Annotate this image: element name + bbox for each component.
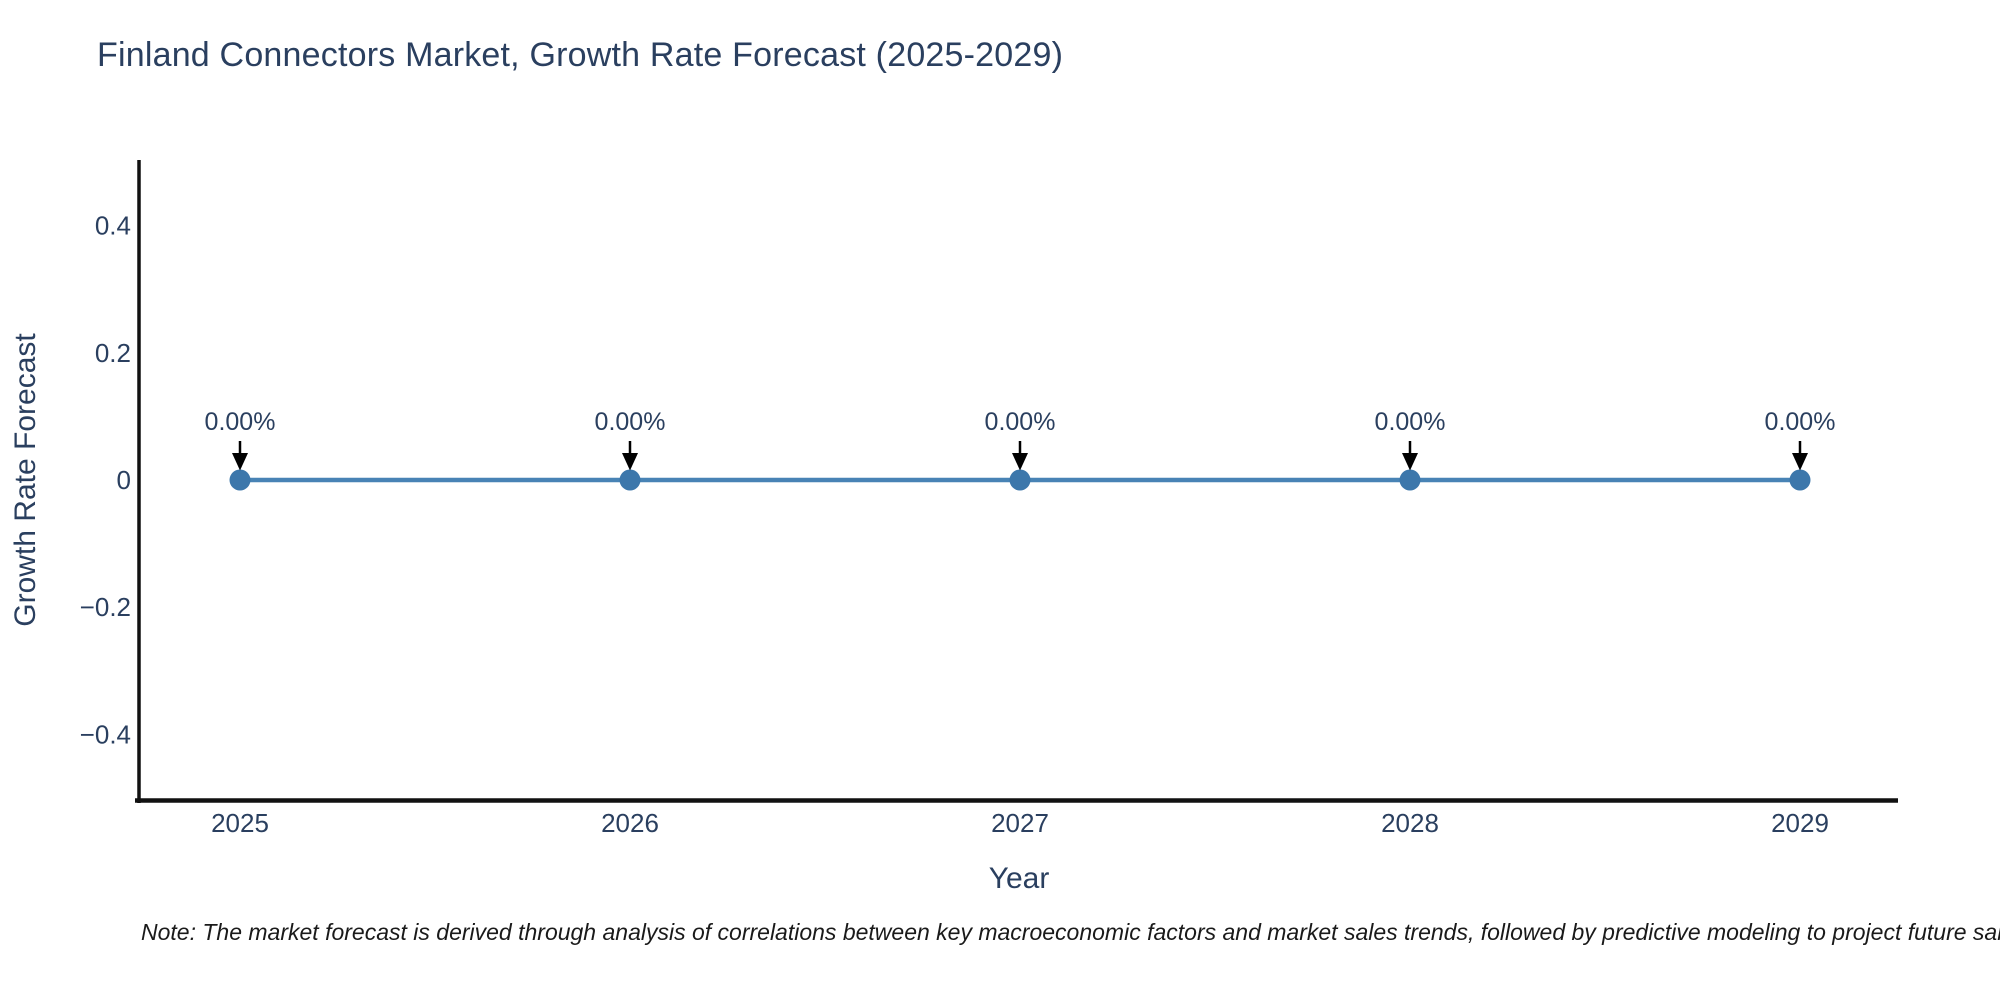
- annotation-arrowhead: [1402, 453, 1418, 471]
- x-tick-label: 2029: [1771, 808, 1829, 838]
- y-tick-label: 0: [117, 465, 131, 495]
- x-tick-label: 2027: [991, 808, 1049, 838]
- data-point-2029[interactable]: [1789, 469, 1811, 491]
- y-axis-title: Growth Rate Forecast: [9, 333, 42, 627]
- annotation-label: 0.00%: [1375, 408, 1446, 436]
- chart-title: Finland Connectors Market, Growth Rate F…: [97, 36, 1064, 74]
- annotation-label: 0.00%: [205, 408, 276, 436]
- data-point-2026[interactable]: [619, 469, 641, 491]
- annotation-arrowhead: [232, 453, 248, 471]
- annotation-label: 0.00%: [1765, 408, 1836, 436]
- x-tick-label: 2026: [601, 808, 659, 838]
- annotation-arrowhead: [622, 453, 638, 471]
- plot-area: 0.4 0.2 0 −0.2 −0.4 2025 2026 2027 2028 2029 0.00%…: [80, 160, 1898, 838]
- data-point-2025[interactable]: [229, 469, 251, 491]
- footnote: Note: The market forecast is derived thr…: [141, 919, 2000, 945]
- y-tick-label: −0.2: [80, 592, 131, 622]
- annotation-label: 0.00%: [595, 408, 666, 436]
- annotation-arrowhead: [1012, 453, 1028, 471]
- y-tick-label: 0.4: [95, 211, 131, 241]
- data-point-2027[interactable]: [1009, 469, 1031, 491]
- x-tick-label: 2028: [1381, 808, 1439, 838]
- data-point-2028[interactable]: [1399, 469, 1421, 491]
- annotation-arrowhead: [1792, 453, 1808, 471]
- y-tick-label: −0.4: [80, 719, 131, 749]
- x-axis-title: Year: [989, 862, 1050, 895]
- annotation-label: 0.00%: [985, 408, 1056, 436]
- y-tick-label: 0.2: [95, 338, 131, 368]
- x-tick-label: 2025: [211, 808, 269, 838]
